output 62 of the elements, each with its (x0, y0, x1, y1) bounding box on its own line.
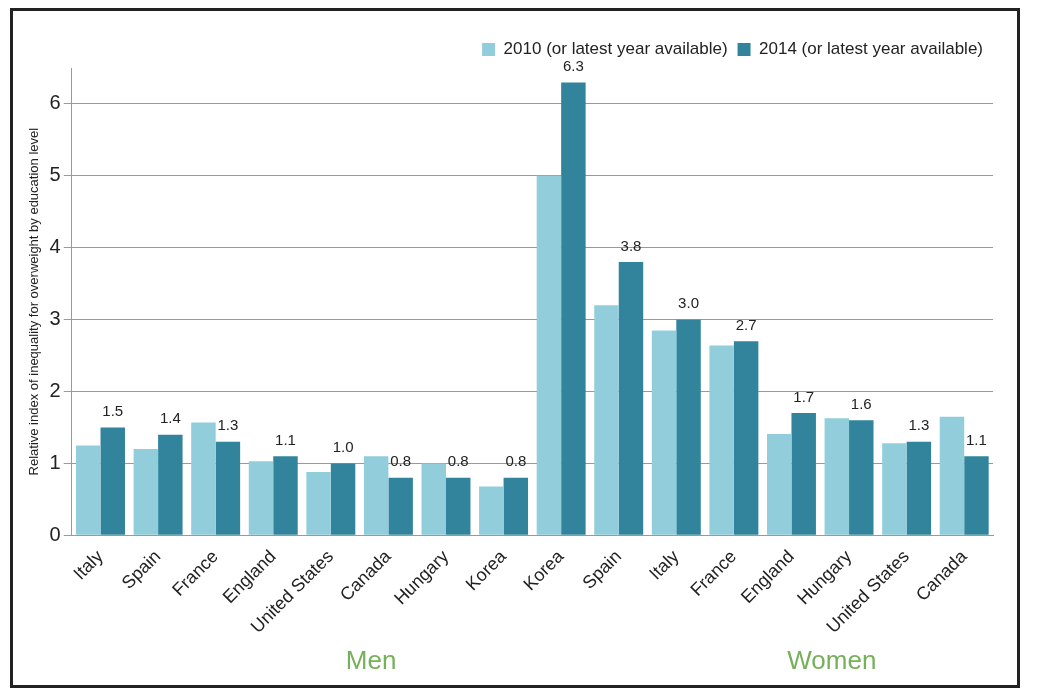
y-tick-label: 1 (49, 450, 61, 473)
data-label: 1.1 (275, 430, 296, 448)
bar (479, 486, 504, 535)
data-label: 3.8 (620, 236, 642, 254)
bar (561, 82, 586, 535)
data-label: 0.8 (447, 452, 469, 470)
bar (791, 413, 816, 535)
y-tick-label: 0 (49, 522, 61, 545)
bar (882, 443, 907, 535)
bar (76, 445, 101, 535)
bar (824, 418, 850, 535)
bar (191, 422, 216, 535)
bar (273, 456, 298, 535)
bar (133, 449, 159, 535)
bar (651, 330, 677, 535)
bar (964, 456, 989, 535)
bar (503, 477, 529, 535)
bar (445, 477, 471, 535)
data-label: 1.4 (159, 409, 181, 427)
bar (306, 472, 331, 535)
y-tick-label: 3 (49, 307, 61, 330)
bar (215, 441, 241, 535)
bar (676, 319, 701, 535)
data-label: 1.3 (908, 416, 930, 434)
data-label: 1.0 (332, 438, 354, 456)
y-tick-label: 6 (49, 91, 61, 114)
y-tick-label: 4 (49, 235, 61, 258)
text: Men (345, 645, 397, 676)
data-label: 0.8 (390, 452, 412, 470)
text: Women (787, 645, 877, 676)
legend-label: 2014 (or latest year available) (759, 39, 984, 59)
bar (363, 456, 389, 535)
bar (100, 427, 125, 535)
y-tick-label: 2 (49, 379, 61, 402)
bar (618, 262, 644, 535)
bar (248, 461, 274, 535)
legend-label: 2010 (or latest year available) (503, 39, 728, 59)
bar (388, 477, 413, 535)
data-label: 1.3 (217, 416, 239, 434)
bar (330, 463, 356, 535)
x-tick-label: Italy (69, 546, 107, 584)
data-label: 1.5 (102, 402, 124, 420)
data-label: 0.8 (505, 452, 527, 470)
bar (594, 305, 619, 535)
bar (939, 416, 965, 535)
bar (733, 341, 759, 535)
data-label: 1.6 (850, 394, 872, 412)
data-label: 2.7 (735, 315, 757, 333)
x-tick-label: Italy (645, 546, 683, 584)
y-axis-title: Relative index of inequality for overweight by education level (26, 127, 42, 476)
data-label: 6.3 (562, 57, 584, 75)
bar (906, 441, 932, 535)
data-label: 1.1 (966, 430, 987, 448)
bar (536, 175, 562, 535)
bar (767, 433, 792, 535)
bar (421, 463, 446, 535)
bar (709, 345, 734, 535)
data-label: 1.7 (793, 387, 815, 405)
bar (158, 434, 183, 535)
bar (849, 420, 874, 535)
y-tick-label: 5 (49, 163, 61, 186)
data-label: 3.0 (678, 294, 699, 312)
